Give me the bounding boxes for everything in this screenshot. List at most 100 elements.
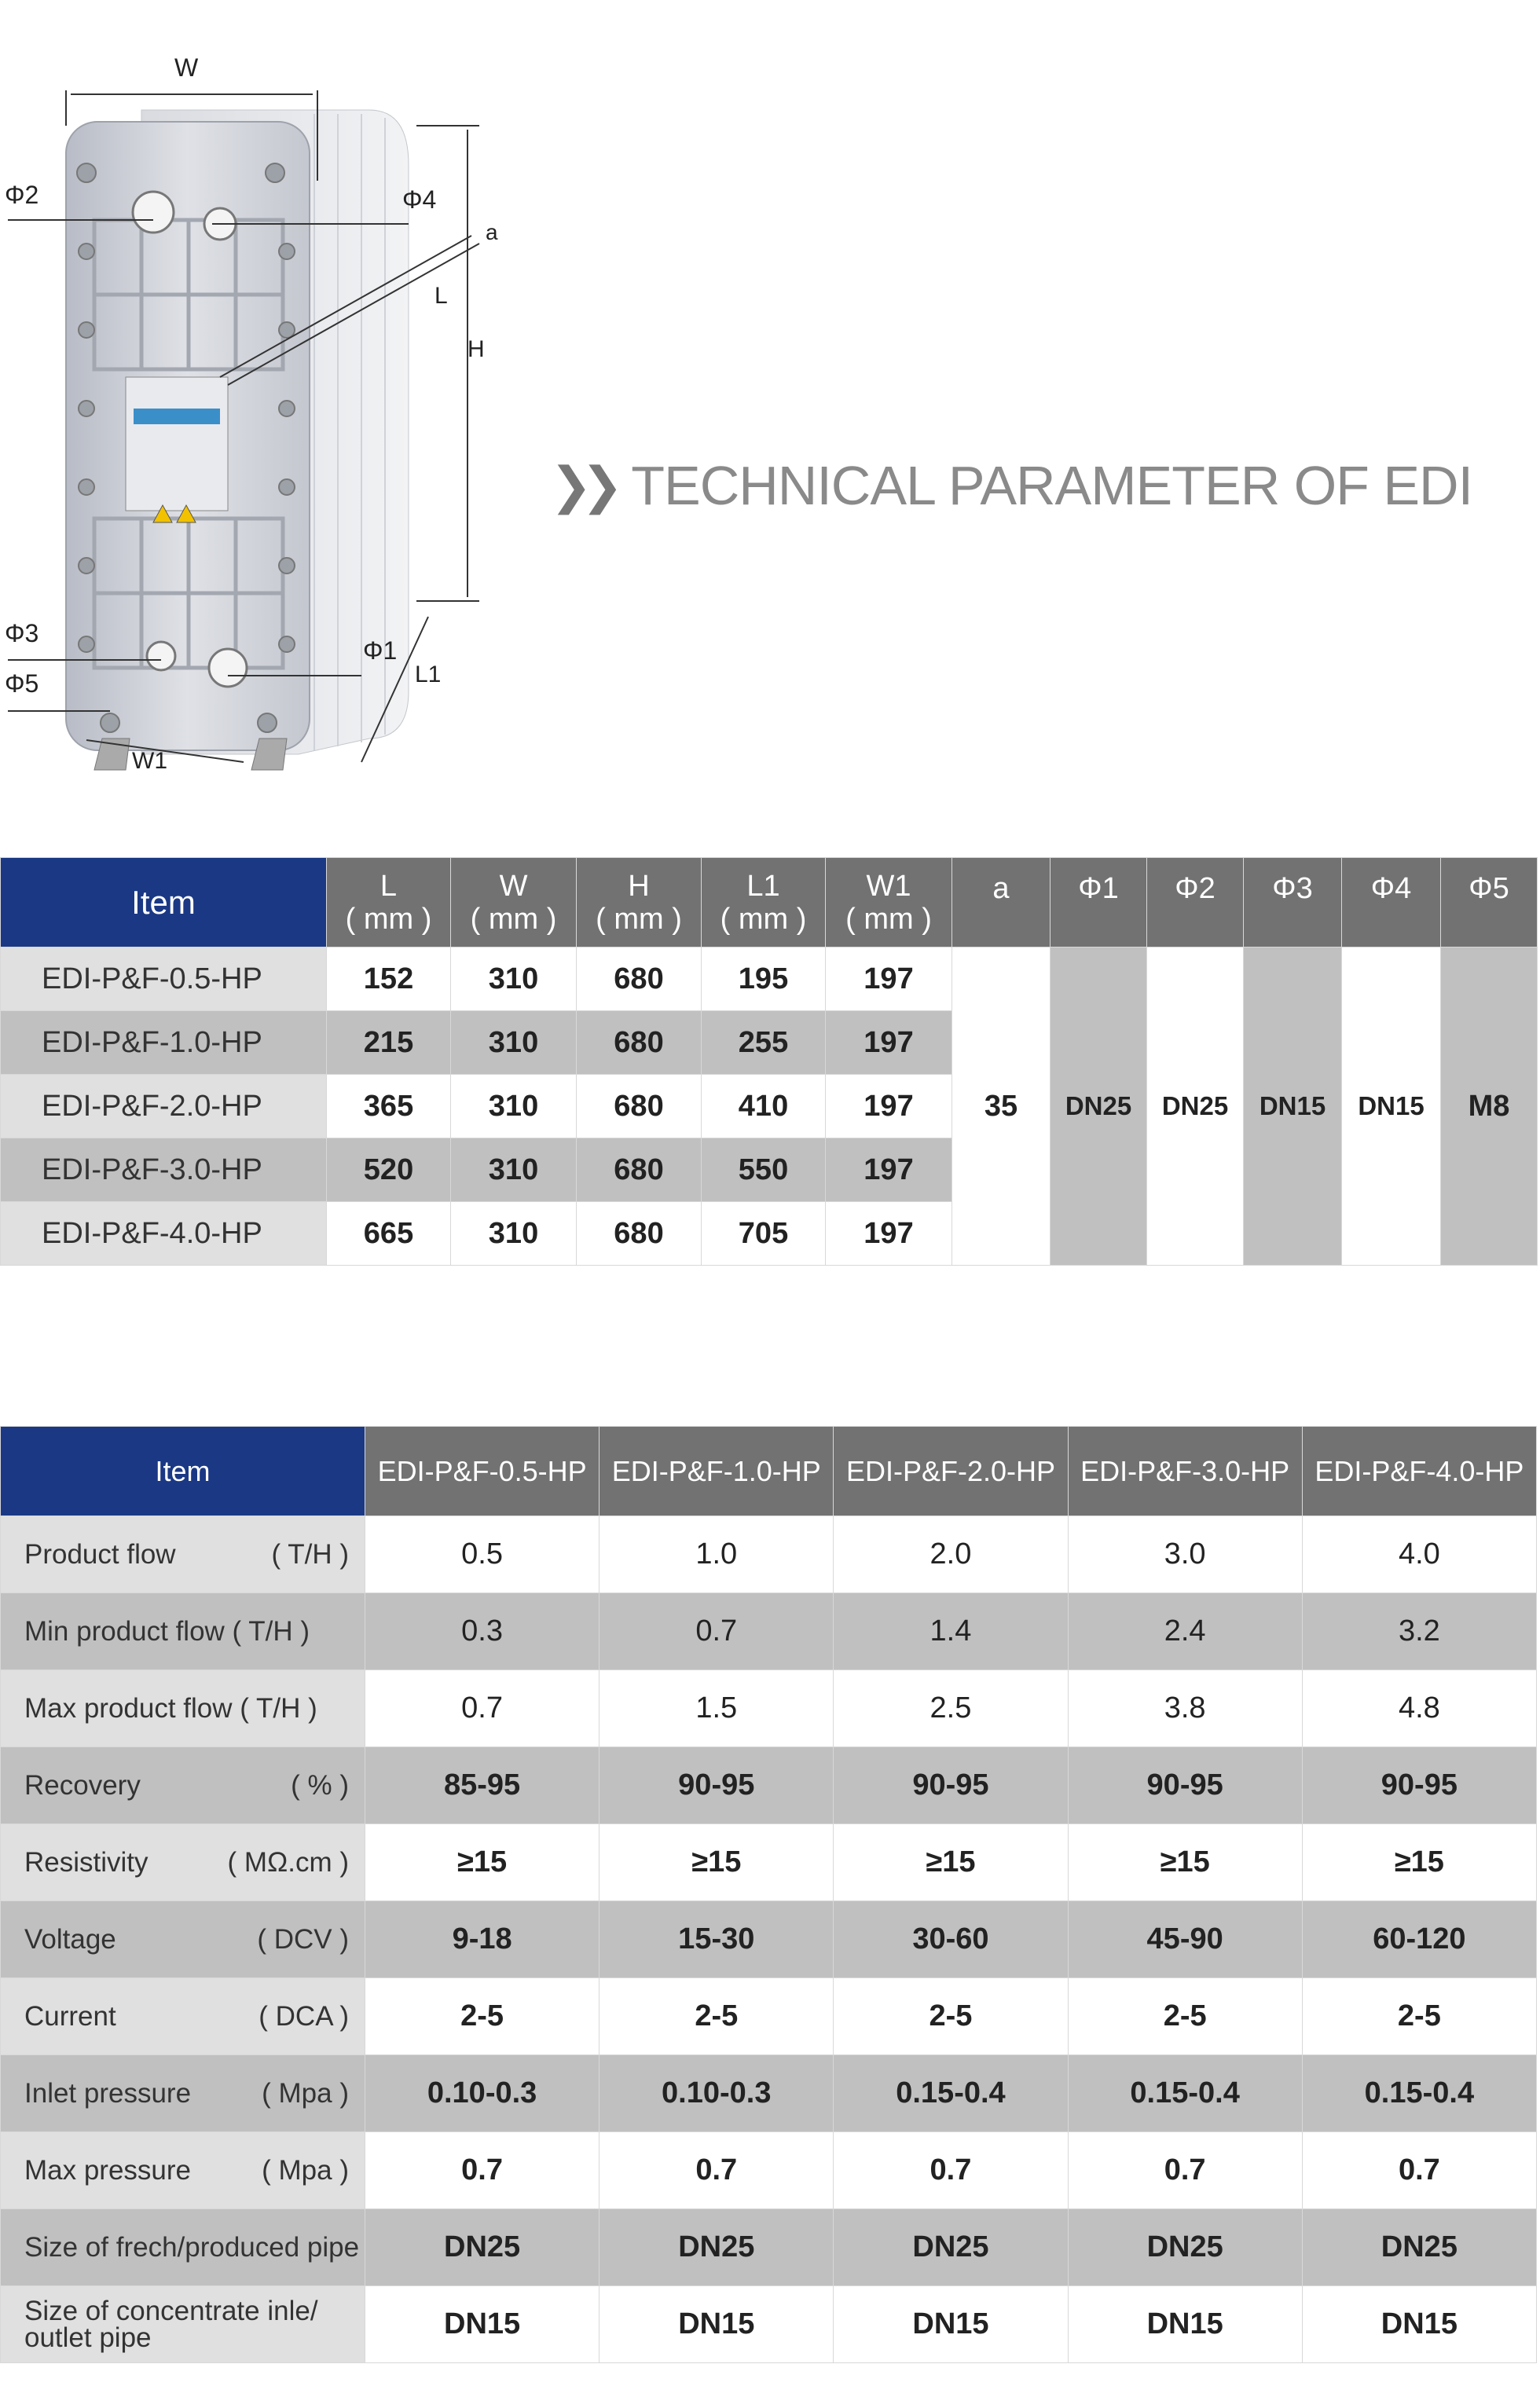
label-unit: ( DCV ) [257,1923,349,1955]
row-value: 2-5 [599,1977,834,2055]
header-model: EDI-P&F-1.0-HP [599,1426,834,1516]
label-unit: ( Mpa ) [262,2154,349,2186]
header-item: Item [0,857,327,947]
row-value: ≥15 [833,1823,1069,1901]
row-value: 680 [576,1201,702,1266]
header-w1: W1( mm ) [825,857,952,947]
row-value: 310 [450,1074,577,1138]
row-value: 90-95 [1301,1746,1538,1824]
table-row: EDI-P&F-0.5-HP 152 310 680 195 197 35 DN25 DN25 D… [0,947,1538,1266]
row-label: Min product flow ( T/H ) [0,1593,365,1670]
shared-value: 35 [952,947,1050,1266]
table-row: Voltage ( DCV ) 9-18 15-30 30-60 45-90 60-120 [0,1900,1538,1978]
row-value: DN15 [833,2285,1069,2363]
row-value: 197 [825,1201,952,1266]
shared-value: DN15 [1341,947,1441,1266]
row-value: 310 [450,1010,577,1075]
row-value: 520 [326,1138,451,1202]
row-value: 197 [825,1138,952,1202]
header-model: EDI-P&F-2.0-HP [833,1426,1069,1516]
row-item: EDI-P&F-3.0-HP [0,1138,327,1202]
header-name: W [499,869,528,903]
header-model: EDI-P&F-3.0-HP [1067,1426,1303,1516]
table-row: Resistivity( MΩ.cm ) ≥15 ≥15 ≥15 ≥15 ≥15 [0,1823,1538,1901]
row-value: 0.15-0.4 [833,2054,1069,2132]
label-w: W [174,53,199,82]
row-value: 152 [326,947,451,1011]
row-value: 2.5 [833,1669,1069,1747]
label-phi2: Φ2 [5,181,39,209]
label-a: a [486,220,498,244]
row-value: 197 [825,1074,952,1138]
row-label: Max pressure ( Mpa ) [0,2131,365,2209]
row-value: 197 [825,947,952,1011]
row-value: DN25 [599,2208,834,2286]
row-value: 90-95 [1067,1746,1303,1824]
label-unit: ( Mpa ) [262,2077,349,2109]
row-value: DN15 [599,2285,834,2363]
label-text: Max product flow ( T/H ) [24,1692,317,1724]
label-unit: ( T/H ) [271,1538,349,1570]
dimensions-table: Item L( mm ) W( mm ) H( mm ) L1( mm ) W1( mm … [0,857,1538,1266]
label-text: Voltage [24,1923,116,1955]
shared-value: DN25 [1146,947,1244,1266]
row-value: 550 [701,1138,826,1202]
row-value: 2-5 [833,1977,1069,2055]
row-value: 3.2 [1301,1593,1538,1670]
header-item: Item [0,1426,365,1516]
row-value: ≥15 [1301,1823,1538,1901]
header-name: L [380,869,398,903]
header-name: H [628,869,650,903]
parameter-table: Item EDI-P&F-0.5-HP EDI-P&F-1.0-HP EDI-P&F-… [0,1426,1538,2363]
row-label: Current ( DCA ) [0,1977,365,2055]
row-value: 705 [701,1201,826,1266]
row-value: 310 [450,947,577,1011]
row-value: 2.0 [833,1516,1069,1593]
header-extra: a [952,857,1050,947]
label-l1: L1 [415,662,442,687]
row-value: 2-5 [1301,1977,1538,2055]
header-h: H( mm ) [576,857,702,947]
row-value: 410 [701,1074,826,1138]
row-value: 680 [576,947,702,1011]
row-value: DN25 [1301,2208,1538,2286]
table-row: Max pressure( Mpa ) 0.7 0.7 0.7 0.7 0.7 [0,2131,1538,2209]
table-row: EDI-P&F-2.0-HP 365 310 680 410 197 [0,1074,1538,1138]
row-value: 680 [576,1138,702,1202]
row-value: 2.4 [1067,1593,1303,1670]
table-row: EDI-P&F-4.0-HP 665 310 680 705 197 [0,1201,1538,1266]
row-item: EDI-P&F-2.0-HP [0,1074,327,1138]
row-value: 1.5 [599,1669,834,1747]
row-value: DN15 [1301,2285,1538,2363]
row-label: Voltage ( DCV ) [0,1900,365,1978]
header-unit: ( mm ) [845,902,932,936]
header-extra: Φ4 [1341,857,1441,947]
row-value: 0.10-0.3 [364,2054,600,2132]
label-text: Recovery [24,1769,141,1801]
label-unit: ( MΩ.cm ) [227,1846,349,1878]
double-chevron-icon: ❯❯ [550,456,623,514]
row-value: 0.3 [364,1593,600,1670]
row-value: 30-60 [833,1900,1069,1978]
table-row: Recovery( % ) 85-95 90-95 90-95 90-95 90-95 [0,1746,1538,1824]
row-value: 4.0 [1301,1516,1538,1593]
row-value: 215 [326,1010,451,1075]
label-unit: ( % ) [291,1769,349,1801]
header-unit: ( mm ) [470,902,557,936]
edi-module-image [8,90,480,771]
label-text: Size of frech/produced pipe [24,2231,360,2263]
row-value: 0.7 [833,2131,1069,2209]
row-value: 0.7 [364,1669,600,1747]
row-value: 3.0 [1067,1516,1303,1593]
row-item: EDI-P&F-4.0-HP [0,1201,327,1266]
row-value: 1.4 [833,1593,1069,1670]
label-text: Resistivity [24,1846,148,1878]
header-model: EDI-P&F-4.0-HP [1301,1426,1538,1516]
row-value: 0.15-0.4 [1067,2054,1303,2132]
label-text: Inlet pressure [24,2077,192,2109]
header-l1: L1( mm ) [701,857,826,947]
label-phi5: Φ5 [5,669,39,698]
row-label: Inlet pressure ( Mpa ) [0,2054,365,2132]
label-h: H [468,336,485,362]
row-label: Size of frech/produced pipe [0,2208,365,2286]
